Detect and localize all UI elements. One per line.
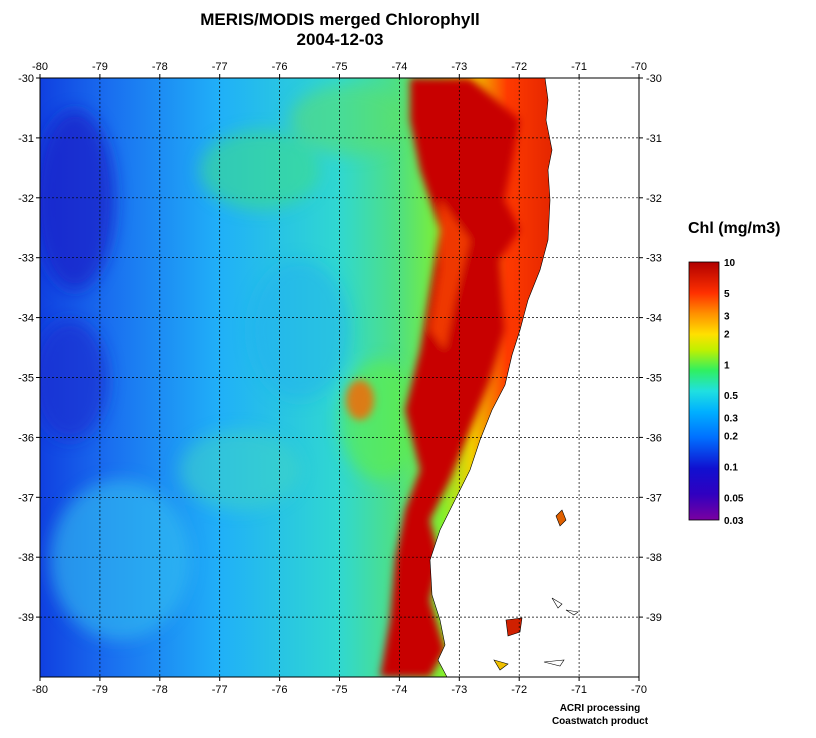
colorbar-title: Chl (mg/m3) <box>688 220 781 237</box>
lat-label-right: -32 <box>646 193 662 205</box>
map-axes: -80 -80 -79 -79 -78 -78 -77 -77 -76 -76 -75 -75 -74 -… <box>18 61 662 696</box>
lon-label-top: -74 <box>391 61 407 73</box>
colorbar <box>688 261 720 521</box>
footer-processing: ACRI processing <box>559 703 641 714</box>
lon-label-bottom: -77 <box>212 684 228 696</box>
lat-label-left: -39 <box>18 612 34 624</box>
map-date: 2004-12-03 <box>296 30 384 49</box>
lon-label-bottom: -71 <box>571 684 587 696</box>
lon-label-top: -71 <box>571 61 587 73</box>
lon-label-top: -80 <box>32 61 48 73</box>
lon-label-top: -79 <box>92 61 108 73</box>
colorbar-label: 10 <box>724 258 736 269</box>
colorbar-label: 1 <box>724 360 730 371</box>
lat-label-left: -33 <box>18 253 34 265</box>
plot-area <box>40 78 639 677</box>
lat-label-right: -37 <box>646 492 662 504</box>
lat-label-right: -34 <box>646 313 662 325</box>
lat-label-left: -34 <box>18 313 34 325</box>
colorbar-label: 0.03 <box>724 516 744 527</box>
lat-label-right: -36 <box>646 432 662 444</box>
colorbar-label: 0.2 <box>724 432 738 443</box>
lon-label-top: -72 <box>511 61 527 73</box>
lon-label-bottom: -70 <box>631 684 647 696</box>
lat-label-left: -38 <box>18 552 34 564</box>
lon-label-bottom: -78 <box>152 684 168 696</box>
lon-label-top: -73 <box>451 61 467 73</box>
lat-label-right: -33 <box>646 253 662 265</box>
islands <box>493 509 579 671</box>
lon-label-bottom: -80 <box>32 684 48 696</box>
lat-label-right: -31 <box>646 133 662 145</box>
lat-label-right: -39 <box>646 612 662 624</box>
lon-label-bottom: -79 <box>92 684 108 696</box>
colorbar-label: 0.3 <box>724 414 738 425</box>
lat-label-right: -30 <box>646 73 662 85</box>
lat-label-left: -30 <box>18 73 34 85</box>
land-mass <box>429 78 639 677</box>
colorbar-label: 0.05 <box>724 493 744 504</box>
lat-label-right: -35 <box>646 373 662 385</box>
lon-label-bottom: -76 <box>272 684 288 696</box>
lat-label-right: -38 <box>646 552 662 564</box>
colorbar-label: 2 <box>724 329 730 340</box>
colorbar-label: 0.5 <box>724 391 738 402</box>
colorbar-label: 3 <box>724 311 730 322</box>
lat-label-left: -32 <box>18 193 34 205</box>
lon-label-top: -78 <box>152 61 168 73</box>
lon-label-bottom: -73 <box>451 684 467 696</box>
lon-label-bottom: -75 <box>332 684 348 696</box>
lat-label-left: -36 <box>18 432 34 444</box>
lon-label-top: -70 <box>631 61 647 73</box>
lon-label-top: -75 <box>332 61 348 73</box>
lat-label-left: -37 <box>18 492 34 504</box>
colorbar-label: 5 <box>724 289 730 300</box>
lon-label-bottom: -74 <box>391 684 407 696</box>
lon-label-top: -77 <box>212 61 228 73</box>
colorbar-label: 0.1 <box>724 463 738 474</box>
map-title: MERIS/MODIS merged Chlorophyll <box>200 10 480 29</box>
footer-product: Coastwatch product <box>551 716 649 727</box>
colorbar-labels: 10 5 3 2 1 0.5 0.3 0.2 0.1 0.05 0.03 <box>724 258 744 527</box>
lon-label-top: -76 <box>272 61 288 73</box>
ocean-patches <box>40 85 420 640</box>
lon-label-bottom: -72 <box>511 684 527 696</box>
lat-label-left: -35 <box>18 373 34 385</box>
lat-label-left: -31 <box>18 133 34 145</box>
